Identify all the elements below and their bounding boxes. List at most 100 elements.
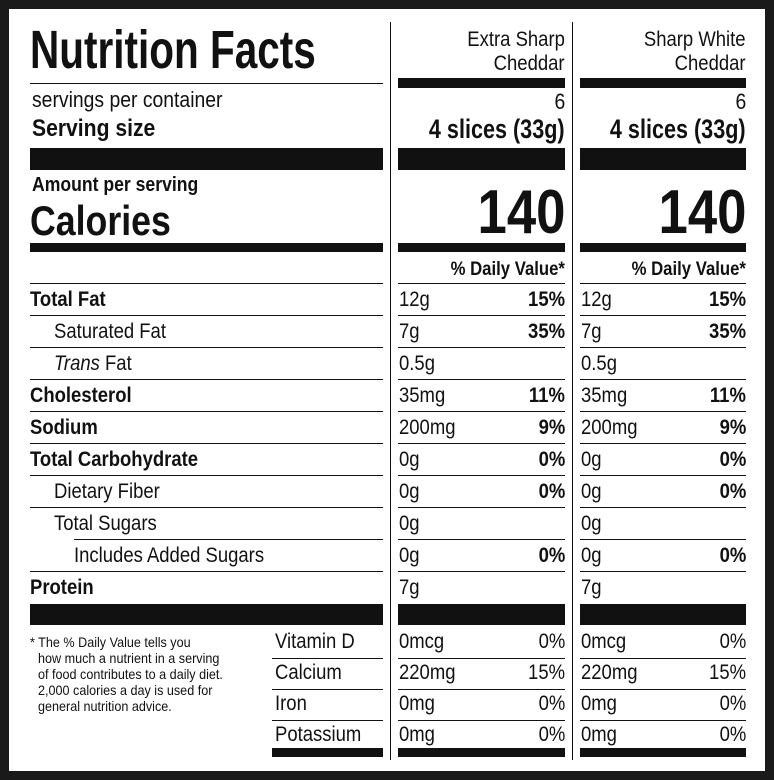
- thin-rule: [580, 283, 746, 284]
- row-rule: [580, 507, 746, 508]
- row-rule: [580, 443, 746, 444]
- nutrient-amount: 7g: [581, 320, 602, 344]
- nutrient-daily-value: 9%: [719, 416, 746, 440]
- vitamin-label: Vitamin D: [275, 630, 355, 654]
- row-rule: [30, 475, 383, 476]
- row-rule: [398, 539, 565, 540]
- footnote-line: how much a nutrient in a serving: [38, 649, 220, 666]
- row-rule: [580, 475, 746, 476]
- nutrient-label: Fat: [104, 352, 132, 376]
- nutrient-amount: 0g: [399, 480, 420, 504]
- nutrient-daily-value: 35%: [528, 320, 565, 344]
- column-divider: [572, 22, 573, 760]
- vitamin-amount: 220mg: [581, 661, 638, 685]
- thick-rule: [272, 748, 383, 757]
- thick-rule: [580, 243, 746, 252]
- servings-label: servings per container: [32, 86, 223, 112]
- daily-value-header: % Daily Value*: [631, 258, 746, 280]
- row-rule: [30, 347, 383, 348]
- nutrient-daily-value: 35%: [709, 320, 746, 344]
- vitamin-amount: 0mg: [581, 723, 617, 747]
- row-rule: [398, 379, 565, 380]
- nutrient-label: Saturated Fat: [54, 320, 166, 344]
- nutrient-daily-value: 0%: [719, 480, 746, 504]
- thin-rule: [398, 283, 565, 284]
- nutrient-label: Cholesterol: [30, 384, 132, 408]
- vitamin-amount: 0mg: [399, 723, 435, 747]
- thick-rule: [580, 148, 746, 170]
- thick-rule: [398, 604, 565, 625]
- thick-rule: [30, 243, 383, 252]
- nutrient-amount: 0g: [581, 480, 602, 504]
- vitamin-daily-value: 0%: [538, 692, 565, 716]
- vitamin-daily-value: 0%: [719, 630, 746, 654]
- servings-per-container: 6: [735, 88, 746, 114]
- footnote-line: of food contributes to a daily diet.: [38, 665, 223, 682]
- serving-size: 4 slices (33g): [429, 113, 565, 144]
- vitamin-daily-value: 0%: [719, 692, 746, 716]
- product-name: Extra Sharp: [467, 28, 565, 52]
- row-rule: [398, 315, 565, 316]
- row-rule: [272, 689, 383, 690]
- row-rule: [398, 689, 565, 690]
- row-rule: [580, 571, 746, 572]
- row-rule: [580, 720, 746, 721]
- nutrient-amount: 0g: [399, 512, 420, 536]
- nutrient-amount: 0.5g: [399, 352, 435, 376]
- nutrient-amount: 0.5g: [581, 352, 617, 376]
- row-rule: [398, 347, 565, 348]
- nutrient-amount: 0g: [581, 544, 602, 568]
- row-rule: [30, 315, 383, 316]
- thick-rule: [398, 148, 565, 170]
- nutrient-amount: 12g: [399, 288, 430, 312]
- vitamin-amount: 220mg: [399, 661, 456, 685]
- nutrient-label: Sodium: [30, 416, 98, 440]
- nutrient-daily-value: 11%: [710, 384, 746, 408]
- nutrient-label: Includes Added Sugars: [74, 544, 265, 568]
- footnote-line: general nutrition advice.: [38, 697, 172, 714]
- calories-label: Calories: [30, 196, 171, 244]
- nutrient-amount: 35mg: [399, 384, 446, 408]
- vitamin-amount: 0mg: [399, 692, 435, 716]
- nutrient-daily-value: 15%: [528, 288, 565, 312]
- thin-rule: [30, 283, 383, 284]
- vitamin-daily-value: 0%: [538, 630, 565, 654]
- footnote-line: 2,000 calories a day is used for: [38, 681, 213, 698]
- nutrient-daily-value: 0%: [538, 448, 565, 472]
- daily-value-header: % Daily Value*: [450, 258, 565, 280]
- row-rule: [580, 689, 746, 690]
- nutrient-amount: 200mg: [399, 416, 456, 440]
- vitamin-daily-value: 0%: [719, 723, 746, 747]
- row-rule: [398, 475, 565, 476]
- vitamin-label: Calcium: [275, 661, 342, 685]
- row-rule: [580, 379, 746, 380]
- vitamin-amount: 0mcg: [399, 630, 445, 654]
- nutrient-label: Protein: [30, 576, 94, 600]
- thick-rule: [30, 148, 383, 170]
- nutrient-amount: 7g: [399, 576, 420, 600]
- footnote-line: * The % Daily Value tells you: [30, 633, 191, 650]
- servings-per-container: 6: [554, 88, 565, 114]
- row-rule: [580, 539, 746, 540]
- product-name: Sharp White: [644, 28, 746, 52]
- row-rule: [580, 347, 746, 348]
- row-rule: [398, 720, 565, 721]
- nutrient-amount: 0g: [399, 448, 420, 472]
- row-rule: [30, 571, 383, 572]
- product-name: Cheddar: [494, 52, 565, 76]
- row-rule: [30, 411, 383, 412]
- nutrient-daily-value: 0%: [719, 448, 746, 472]
- vitamin-amount: 0mcg: [581, 630, 627, 654]
- nutrient-daily-value: 15%: [709, 288, 746, 312]
- row-rule: [30, 443, 383, 444]
- nutrient-amount: 35mg: [581, 384, 628, 408]
- nutrient-amount: 7g: [581, 576, 602, 600]
- amount-per-serving: Amount per serving: [32, 174, 199, 196]
- column-divider: [390, 22, 391, 760]
- serving-size: 4 slices (33g): [610, 113, 746, 144]
- nutrient-daily-value: 0%: [538, 480, 565, 504]
- nutrient-label: Total Sugars: [54, 512, 157, 536]
- row-rule: [398, 411, 565, 412]
- nutrient-daily-value: 9%: [538, 416, 565, 440]
